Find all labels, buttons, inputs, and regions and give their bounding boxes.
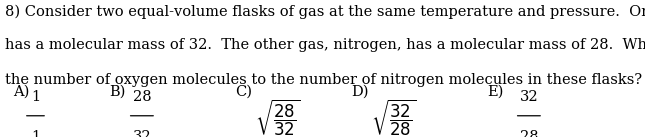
Text: E): E) [487, 85, 503, 99]
Text: 8) Consider two equal-volume flasks of gas at the same temperature and pressure.: 8) Consider two equal-volume flasks of g… [5, 4, 645, 18]
Text: C): C) [235, 85, 252, 99]
Text: $\sqrt{\dfrac{28}{32}}$: $\sqrt{\dfrac{28}{32}}$ [255, 98, 300, 137]
Text: 28: 28 [133, 90, 151, 104]
Text: 28: 28 [520, 130, 538, 137]
Text: 32: 32 [133, 130, 151, 137]
Text: B): B) [110, 85, 126, 99]
Text: the number of oxygen molecules to the number of nitrogen molecules in these flas: the number of oxygen molecules to the nu… [5, 73, 642, 87]
Text: has a molecular mass of 32.  The other gas, nitrogen, has a molecular mass of 28: has a molecular mass of 32. The other ga… [5, 38, 645, 52]
Text: 32: 32 [520, 90, 538, 104]
Text: A): A) [13, 85, 29, 99]
Text: D): D) [352, 85, 369, 99]
Text: $\sqrt{\dfrac{32}{28}}$: $\sqrt{\dfrac{32}{28}}$ [371, 98, 416, 137]
Text: 1: 1 [31, 130, 40, 137]
Text: 1: 1 [31, 90, 40, 104]
